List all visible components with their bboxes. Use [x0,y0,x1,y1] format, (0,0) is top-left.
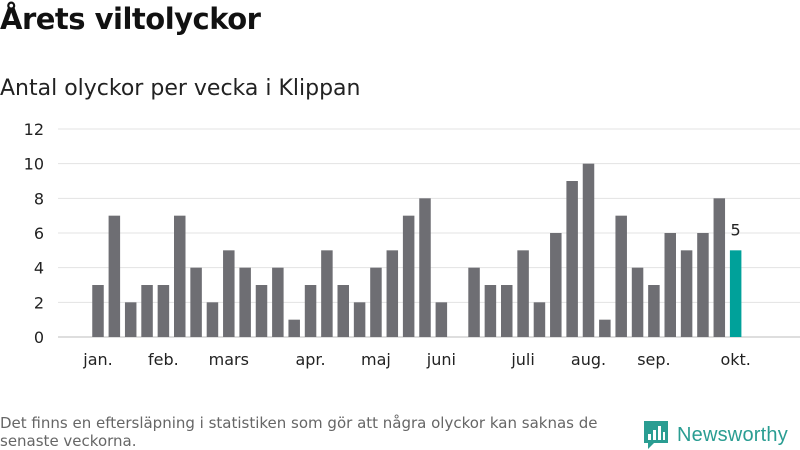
bar-value-label: 5 [731,220,741,239]
highlighted-bar [729,250,742,337]
x-tick-label: sep. [637,350,670,369]
y-tick-label: 2 [34,293,44,312]
bar [468,267,480,337]
x-tick-label: mars [209,350,249,369]
bar [484,285,497,337]
bar [648,285,660,337]
y-axis-ticks: 0 2 4 6 8 10 12 [24,120,44,347]
bar [419,198,431,337]
bar [582,163,595,337]
x-axis-ticks: jan. feb. mars apr. maj juni juli aug. sep. okt. [82,350,751,369]
x-tick-label: jan. [82,350,112,369]
bar [239,267,251,337]
y-tick-label: 4 [34,259,44,278]
y-tick-label: 12 [24,120,44,139]
bar [713,198,726,337]
bars: 5 [92,163,742,337]
bar [353,302,366,337]
bar [533,302,546,337]
bar [517,250,529,337]
x-tick-label: juli [510,350,534,369]
bar [550,233,562,337]
x-tick-label: maj [361,350,391,369]
bar [304,285,317,337]
chart-title: Årets viltolyckor [0,2,261,36]
bar [615,215,627,337]
y-tick-label: 10 [24,155,44,174]
x-tick-label: apr. [295,350,325,369]
bar-chart: 0 2 4 6 8 10 12 5 jan. feb. mars apr. maj juni juli a… [24,120,800,369]
bar [631,267,644,337]
bar [157,285,170,337]
bar [402,215,415,337]
bar [124,302,137,337]
x-tick-label: juni [426,350,456,369]
bar [272,267,284,337]
x-tick-label: feb. [148,350,179,369]
bar [206,302,219,337]
brand-logo: Newsworthy [644,420,788,450]
newsworthy-logo-icon [644,421,668,449]
x-tick-label: aug. [571,350,606,369]
footnote: Det finns en eftersläpning i statistiken… [0,414,598,450]
bar [435,302,448,337]
bar [174,215,186,337]
bar [255,285,268,337]
x-tick-label: okt. [720,350,750,369]
bar [288,319,300,337]
bar [566,181,578,337]
bar [680,250,693,337]
bar [92,285,104,337]
y-tick-label: 6 [34,224,44,243]
bar [370,267,382,337]
bar [664,233,676,337]
bar [697,233,709,337]
bar [141,285,153,337]
y-tick-label: 8 [34,189,44,208]
bar [386,250,399,337]
bar [599,319,611,337]
bar [321,250,333,337]
bar [501,285,513,337]
y-tick-label: 0 [34,328,44,347]
bar [190,267,202,337]
bar [223,250,235,337]
chart-subtitle: Antal olyckor per vecka i Klippan [0,76,361,101]
bar [108,215,121,337]
brand-name: Newsworthy [677,423,788,446]
bar [337,285,349,337]
